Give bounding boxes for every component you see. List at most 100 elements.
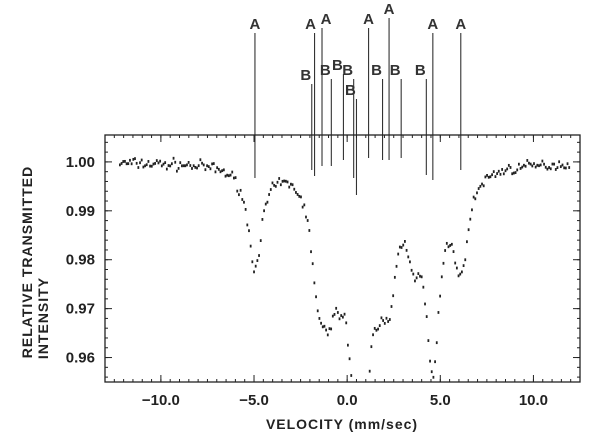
spectrum-point xyxy=(197,164,200,168)
spectrum-point xyxy=(326,333,329,337)
spectrum-point xyxy=(229,173,232,177)
spectrum-point xyxy=(514,171,517,174)
spectrum-point xyxy=(410,268,413,272)
y-axis-title-line2: INTENSITY xyxy=(35,277,51,359)
spectrum-point xyxy=(340,314,343,317)
spectrum-point xyxy=(162,162,165,166)
spectrum-point xyxy=(504,169,507,173)
spectrum-point xyxy=(338,317,341,321)
spectrum-point xyxy=(454,261,457,265)
spectrum-point xyxy=(325,328,328,332)
marker-b-label: B xyxy=(300,67,311,84)
spectrum-point xyxy=(202,163,205,167)
spectrum-point xyxy=(176,169,178,173)
spectrum-point xyxy=(290,182,292,186)
spectrum-point xyxy=(462,264,465,268)
marker-b-label: B xyxy=(371,62,382,79)
spectrum-point xyxy=(258,254,260,257)
spectrum-point xyxy=(507,163,510,167)
spectrum-point xyxy=(311,262,314,266)
spectrum-point xyxy=(420,275,423,279)
spectrum-point xyxy=(546,167,549,171)
spectrum-point xyxy=(499,172,502,176)
spectrum-point xyxy=(486,173,488,177)
spectrum-point xyxy=(412,272,415,276)
spectrum-point xyxy=(217,167,220,171)
spectrum-point xyxy=(496,172,499,175)
spectrum-point xyxy=(165,167,168,171)
spectrum-point xyxy=(152,162,155,166)
spectrum-point xyxy=(474,197,477,201)
spectrum-point xyxy=(269,188,272,191)
spectrum-point xyxy=(238,193,240,197)
spectrum-point xyxy=(199,158,202,162)
spectrum-point xyxy=(404,240,406,243)
spectrum-point xyxy=(209,167,212,171)
spectrum-point xyxy=(497,169,500,173)
tick-labels: −10.0 −5.0 0.0 5.0 10.0 1.00 0.99 0.98 0.97 0.96 xyxy=(66,154,548,409)
spectrum-point xyxy=(239,188,242,192)
x-axis-title: VELOCITY (mm/sec) xyxy=(266,416,418,432)
spectrum-point xyxy=(534,165,537,169)
spectrum-point xyxy=(291,183,294,187)
spectrum-point xyxy=(492,170,495,174)
spectrum-point xyxy=(261,218,264,221)
spectrum-point xyxy=(459,272,462,276)
spectrum-point xyxy=(145,163,148,167)
spectrum-point xyxy=(211,162,214,166)
spectrum-point xyxy=(241,198,244,201)
spectrum-point xyxy=(316,309,319,313)
spectrum-point xyxy=(266,200,269,204)
spectrum-point xyxy=(135,161,138,165)
spectrum-point xyxy=(227,174,230,178)
spectrum-point xyxy=(457,274,460,278)
spectrum-point xyxy=(548,166,550,169)
spectrum-point xyxy=(243,200,245,204)
spectrum-point xyxy=(536,163,539,167)
spectrum-point xyxy=(274,184,277,188)
spectrum-point xyxy=(397,252,400,256)
spectrum-point xyxy=(298,194,301,198)
spectrum-point xyxy=(487,175,490,179)
spectrum-point xyxy=(341,315,344,319)
spectrum-point xyxy=(402,243,405,247)
spectrum-point xyxy=(414,279,416,283)
spectrum-point xyxy=(429,359,431,363)
spectrum-point xyxy=(130,162,133,166)
spectrum-point xyxy=(445,241,448,245)
spectrum-point xyxy=(383,322,386,325)
spectrum-point xyxy=(442,261,445,265)
spectrum-point xyxy=(174,160,177,164)
spectrum-point xyxy=(469,217,472,221)
spectrum-point xyxy=(221,169,224,173)
spectrum-point xyxy=(149,164,151,168)
spectrum-point xyxy=(501,168,504,171)
spectrum-point xyxy=(519,167,522,170)
spectrum-point xyxy=(179,161,182,165)
x-tick-label: 0.0 xyxy=(337,392,358,409)
spectrum-point xyxy=(551,162,554,166)
spectrum-point xyxy=(554,168,557,171)
spectrum-point xyxy=(137,166,140,169)
spectrum-point xyxy=(398,245,401,249)
spectrum-point xyxy=(449,244,452,247)
x-tick-label: −10.0 xyxy=(142,392,180,409)
spectrum-point xyxy=(437,311,440,314)
spectrum-point xyxy=(283,179,286,183)
spectrum-point xyxy=(204,168,207,172)
spectrum-point xyxy=(558,160,561,164)
spectrum-point xyxy=(157,161,160,165)
spectrum-point xyxy=(432,375,435,379)
spectrum-point xyxy=(191,167,193,170)
y-tick-label: 0.97 xyxy=(66,301,95,318)
spectrum-point xyxy=(155,159,158,162)
spectrum-point xyxy=(160,164,163,168)
spectrum-point xyxy=(142,165,145,169)
spectrum-point xyxy=(568,166,571,169)
spectrum-point xyxy=(395,264,398,268)
spectrum-point xyxy=(214,170,217,174)
y-tick-label: 0.99 xyxy=(66,203,95,220)
spectrum-point xyxy=(336,311,339,314)
spectrum-point xyxy=(182,164,185,168)
